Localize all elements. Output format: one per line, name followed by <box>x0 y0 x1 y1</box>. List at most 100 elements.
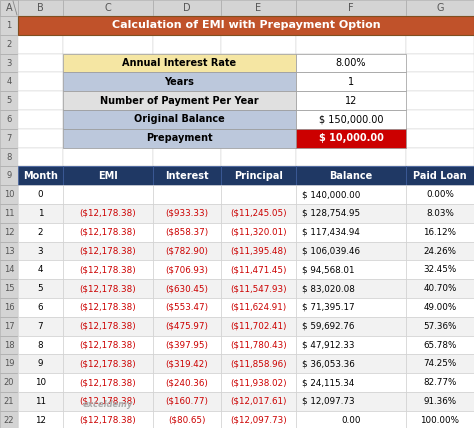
Bar <box>18 260 63 279</box>
Bar <box>406 260 474 279</box>
Text: 22: 22 <box>4 416 14 425</box>
Bar <box>18 354 63 373</box>
Text: Annual Interest Rate: Annual Interest Rate <box>122 58 237 68</box>
Bar <box>296 204 406 223</box>
Text: ($858.37): ($858.37) <box>165 228 209 237</box>
Text: ($11,471.45): ($11,471.45) <box>230 265 287 274</box>
Bar <box>153 411 221 428</box>
Bar <box>18 336 63 354</box>
Text: Month: Month <box>23 171 58 181</box>
Bar <box>153 354 221 373</box>
Text: 4: 4 <box>6 77 12 86</box>
Bar <box>18 129 63 148</box>
Bar <box>153 35 221 54</box>
Text: ($11,245.05): ($11,245.05) <box>230 209 287 218</box>
Bar <box>221 223 296 241</box>
Bar <box>18 223 63 241</box>
Bar <box>221 16 296 35</box>
Bar <box>406 241 474 260</box>
Bar <box>406 392 474 411</box>
Bar <box>153 392 221 411</box>
Text: ($12,178.38): ($12,178.38) <box>80 322 137 331</box>
Bar <box>221 279 296 298</box>
Bar <box>63 16 153 35</box>
Bar <box>18 373 63 392</box>
Text: $ 59,692.76: $ 59,692.76 <box>302 322 355 331</box>
Bar <box>63 204 153 223</box>
Text: G: G <box>436 3 444 13</box>
Bar <box>18 91 63 110</box>
Text: $ 10,000.00: $ 10,000.00 <box>319 133 383 143</box>
Text: 6: 6 <box>38 303 43 312</box>
Text: ($11,938.02): ($11,938.02) <box>230 378 287 387</box>
Bar <box>63 223 153 241</box>
Bar <box>0 223 18 241</box>
Bar <box>406 223 474 241</box>
Bar <box>406 392 474 411</box>
Bar <box>0 204 18 223</box>
Bar <box>18 35 63 54</box>
Bar <box>18 16 474 35</box>
Bar <box>296 336 406 354</box>
Bar <box>153 185 221 204</box>
Text: 2: 2 <box>6 40 12 49</box>
Bar <box>406 336 474 354</box>
Text: 8: 8 <box>6 152 12 161</box>
Text: ($11,624.91): ($11,624.91) <box>230 303 287 312</box>
Text: ($12,017.61): ($12,017.61) <box>230 397 287 406</box>
Bar <box>221 298 296 317</box>
Bar <box>221 129 296 148</box>
Bar <box>296 298 406 317</box>
Bar <box>63 336 153 354</box>
Text: 15: 15 <box>4 284 14 293</box>
Bar <box>18 16 63 35</box>
Text: ($11,780.43): ($11,780.43) <box>230 341 287 350</box>
Bar <box>221 298 296 317</box>
Bar <box>221 35 296 54</box>
Bar <box>18 185 63 204</box>
Bar <box>296 166 406 185</box>
Text: ($12,178.38): ($12,178.38) <box>80 209 137 218</box>
Bar <box>296 110 406 129</box>
Text: 32.45%: 32.45% <box>423 265 456 274</box>
Bar <box>406 317 474 336</box>
Bar <box>296 35 406 54</box>
Bar <box>296 91 406 110</box>
Bar <box>63 373 153 392</box>
Text: 14: 14 <box>4 265 14 274</box>
Bar <box>406 0 474 16</box>
Text: 12: 12 <box>4 228 14 237</box>
Bar <box>296 185 406 204</box>
Text: 12: 12 <box>35 416 46 425</box>
Text: Calculation of EMI with Prepayment Option: Calculation of EMI with Prepayment Optio… <box>112 21 380 30</box>
Text: 91.36%: 91.36% <box>423 397 456 406</box>
Text: 10: 10 <box>4 190 14 199</box>
Bar <box>63 185 153 204</box>
Bar <box>296 0 406 16</box>
Bar <box>406 260 474 279</box>
Text: 20: 20 <box>4 378 14 387</box>
Bar <box>221 204 296 223</box>
Bar <box>18 298 63 317</box>
Bar <box>221 185 296 204</box>
Bar <box>18 223 63 241</box>
Text: 18: 18 <box>4 341 14 350</box>
Bar <box>406 204 474 223</box>
Bar <box>63 336 153 354</box>
Bar <box>18 185 63 204</box>
Text: 40.70%: 40.70% <box>423 284 456 293</box>
Bar <box>153 223 221 241</box>
Text: ($397.95): ($397.95) <box>165 341 209 350</box>
Bar <box>406 298 474 317</box>
Text: ($12,178.38): ($12,178.38) <box>80 228 137 237</box>
Bar <box>18 317 63 336</box>
Bar <box>296 54 406 72</box>
Bar <box>406 223 474 241</box>
Bar <box>221 260 296 279</box>
Text: 11: 11 <box>4 209 14 218</box>
Text: 13: 13 <box>4 247 14 256</box>
Bar <box>296 72 406 91</box>
Text: 8: 8 <box>38 341 43 350</box>
Bar <box>406 373 474 392</box>
Text: $ 140,000.00: $ 140,000.00 <box>302 190 360 199</box>
